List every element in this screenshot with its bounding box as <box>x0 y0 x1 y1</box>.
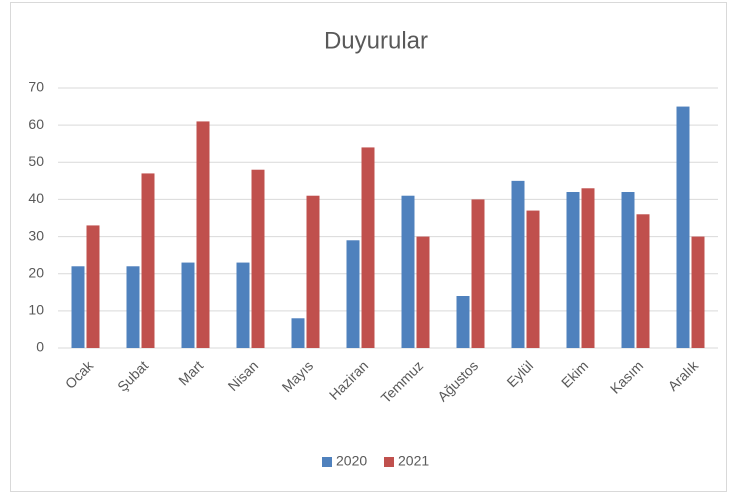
bar <box>526 210 540 348</box>
y-tick-label: 60 <box>28 116 44 132</box>
bar <box>86 225 100 348</box>
bar <box>236 262 250 348</box>
bar <box>416 236 430 348</box>
legend-swatch <box>322 457 332 467</box>
y-tick-label: 40 <box>28 190 44 206</box>
bar <box>581 188 595 348</box>
legend-swatch <box>384 457 394 467</box>
bar <box>196 121 210 348</box>
bar <box>676 106 690 348</box>
bar <box>71 266 85 348</box>
y-tick-label: 50 <box>28 153 44 169</box>
y-tick-label: 30 <box>28 227 44 243</box>
bar <box>291 318 305 348</box>
bar <box>141 173 155 348</box>
y-tick-label: 70 <box>28 79 44 95</box>
legend-label: 2020 <box>336 453 367 469</box>
bar <box>181 262 195 348</box>
bar <box>636 214 650 348</box>
bar <box>511 180 525 348</box>
y-tick-label: 20 <box>28 264 44 280</box>
bar <box>691 236 705 348</box>
bar <box>456 296 470 348</box>
bar <box>346 240 360 348</box>
bar <box>621 192 635 348</box>
y-tick-label: 10 <box>28 302 44 318</box>
bar <box>361 147 375 348</box>
bar <box>566 192 580 348</box>
bar <box>306 195 320 348</box>
legend-label: 2021 <box>398 453 429 469</box>
chart-title: Duyurular <box>324 27 428 54</box>
y-tick-label: 0 <box>36 339 44 355</box>
bar <box>126 266 140 348</box>
bar <box>401 195 415 348</box>
bar <box>471 199 485 348</box>
bar <box>251 169 265 348</box>
